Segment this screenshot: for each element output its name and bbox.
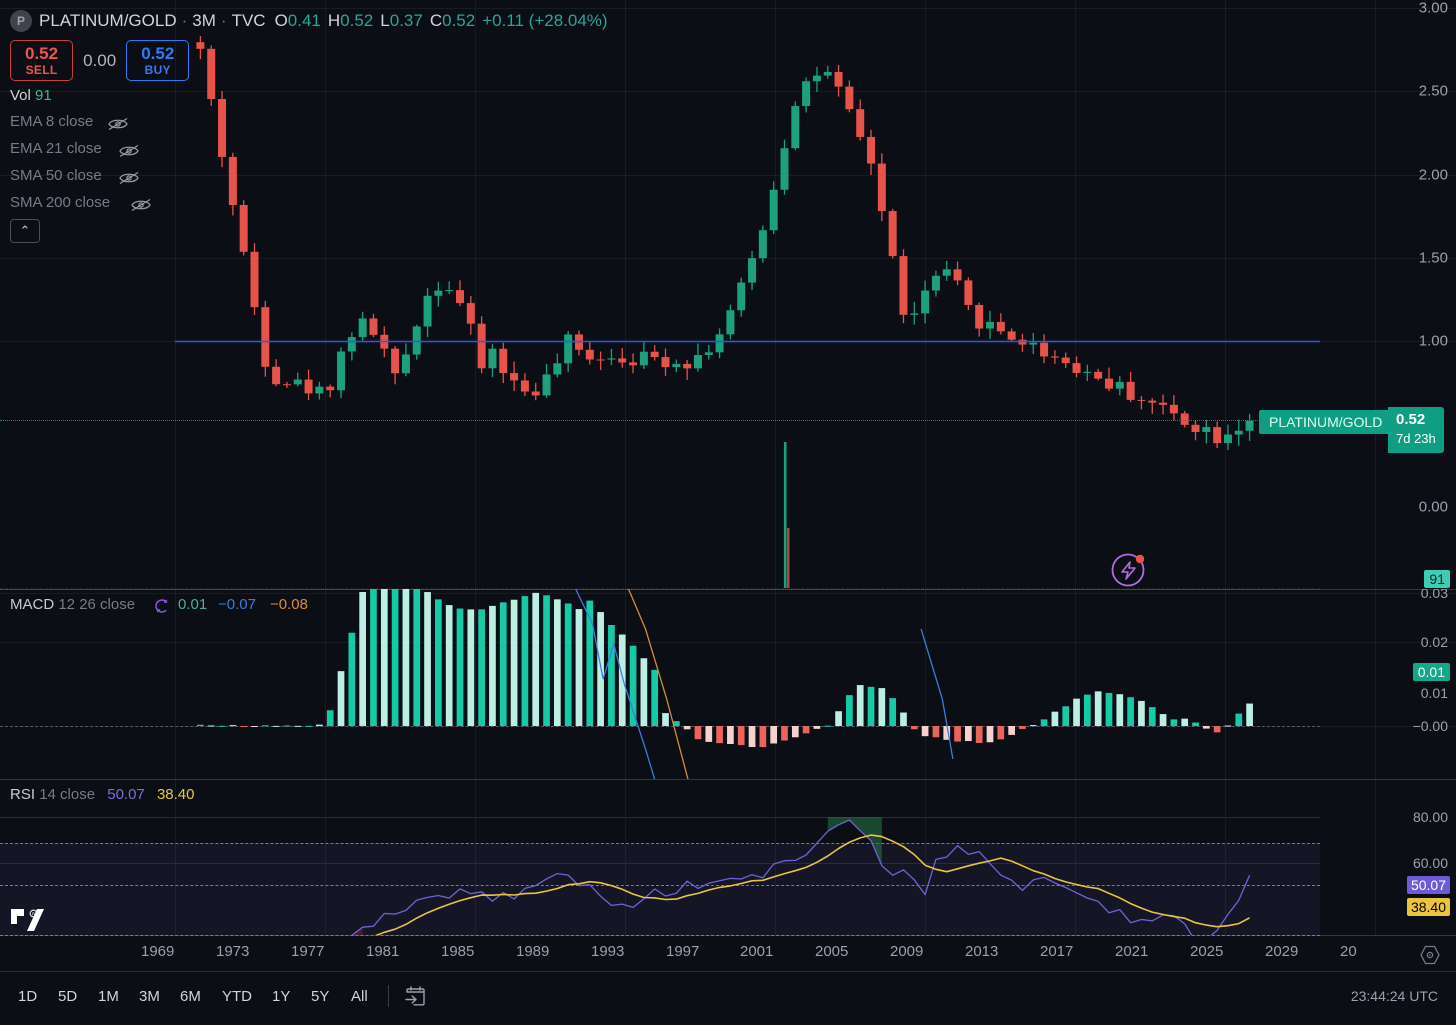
svg-text:R: R	[32, 911, 35, 916]
